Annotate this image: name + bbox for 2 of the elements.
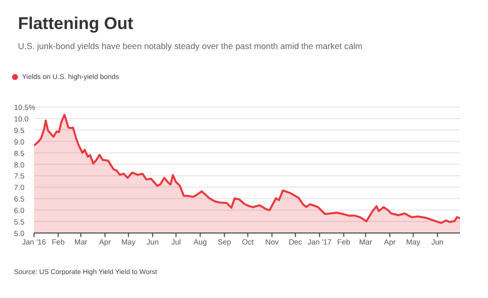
chart-subtitle: U.S. junk-bond yields have been notably steady over the past month amid the market calm [18, 41, 362, 51]
chart-title: Flattening Out [18, 14, 134, 33]
